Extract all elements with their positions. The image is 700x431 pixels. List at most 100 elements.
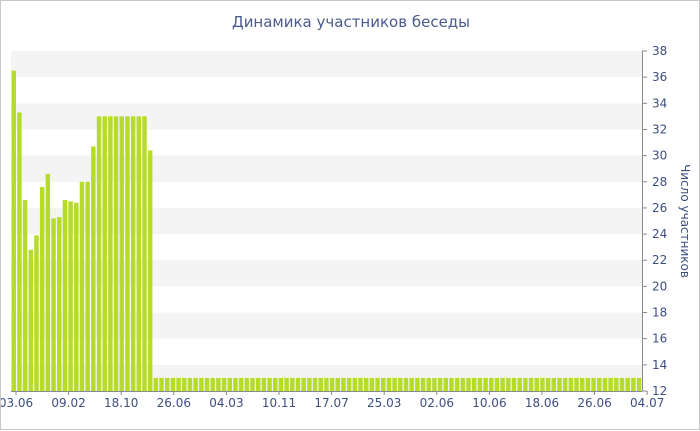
bar [471,377,477,391]
bar [199,377,204,391]
bar [579,377,585,391]
bar [398,377,403,391]
bar [614,377,619,391]
bar [164,377,170,391]
bar [568,377,574,391]
bar [193,377,198,391]
bar [51,218,56,391]
y-tick-label: 22 [652,253,667,267]
bar [22,200,28,391]
x-tick-label: 17.07 [314,396,348,410]
chart-title: Динамика участников беседы [231,13,471,31]
bar [625,377,630,391]
bar [363,377,369,391]
bar [182,377,187,391]
bar [631,377,636,391]
y-tick-label: 12 [652,384,667,398]
x-tick-label: 02.06 [420,396,454,410]
bar [119,116,124,391]
bar [159,377,164,391]
bar [551,377,557,391]
bar [307,377,312,391]
bar [45,173,51,391]
bar [39,187,45,391]
grid-band [11,51,642,78]
bar [278,377,284,391]
bar [85,181,90,391]
bar [295,377,301,391]
bar [381,377,386,391]
bar [68,201,73,391]
x-tick-label: 18.10 [104,396,138,410]
bar [329,377,335,391]
bar [454,377,460,391]
bar [267,377,272,391]
bar [312,377,318,391]
bar [113,116,119,391]
y-tick-label: 38 [652,44,667,58]
bar [597,377,602,391]
bar [272,377,278,391]
bar [324,377,329,391]
bar [79,181,85,391]
bar [602,377,608,391]
bar [409,377,414,391]
y-tick-label: 14 [652,358,667,372]
bar [28,249,34,391]
x-tick-label: 04.03 [209,396,243,410]
x-tick-label: 18.06 [525,396,559,410]
bar [227,377,233,391]
bar [432,377,437,391]
bar [619,377,625,391]
x-tick-label: 26.06 [157,396,191,410]
y-axis-title: Число участников [678,164,692,278]
bar [250,377,255,391]
bar [142,116,147,391]
bar [233,377,238,391]
bar [358,377,363,391]
bar [489,377,494,391]
bar [636,377,642,391]
bar [261,377,267,391]
bar [204,377,210,391]
x-tick-label: 26.06 [577,396,611,410]
bar [210,377,215,391]
y-tick-label: 26 [652,201,667,215]
bar [335,377,341,391]
bar [244,377,250,391]
bar [108,116,113,391]
x-tick-label: 10.06 [472,396,506,410]
bar [608,377,613,391]
bar [17,112,22,391]
bar [494,377,500,391]
bar [511,377,517,391]
bar [96,116,102,391]
bar [125,116,130,391]
bar [477,377,483,391]
bar [523,377,528,391]
bar [176,377,181,391]
x-tick-label: 10.11 [262,396,296,410]
bar [466,377,471,391]
y-tick-label: 36 [652,70,667,84]
bar [91,146,96,391]
bar [255,377,261,391]
bar [238,377,244,391]
bar [318,377,323,391]
bar [420,377,426,391]
bar [392,377,397,391]
bar [153,377,159,391]
bar [284,377,289,391]
bar [585,377,591,391]
bar [11,70,16,391]
bar [460,377,466,391]
bar [346,377,352,391]
bar [449,377,454,391]
bar [506,377,511,391]
bar [62,200,68,391]
bar [375,377,380,391]
y-tick-label: 32 [652,122,667,136]
bar [102,116,107,391]
